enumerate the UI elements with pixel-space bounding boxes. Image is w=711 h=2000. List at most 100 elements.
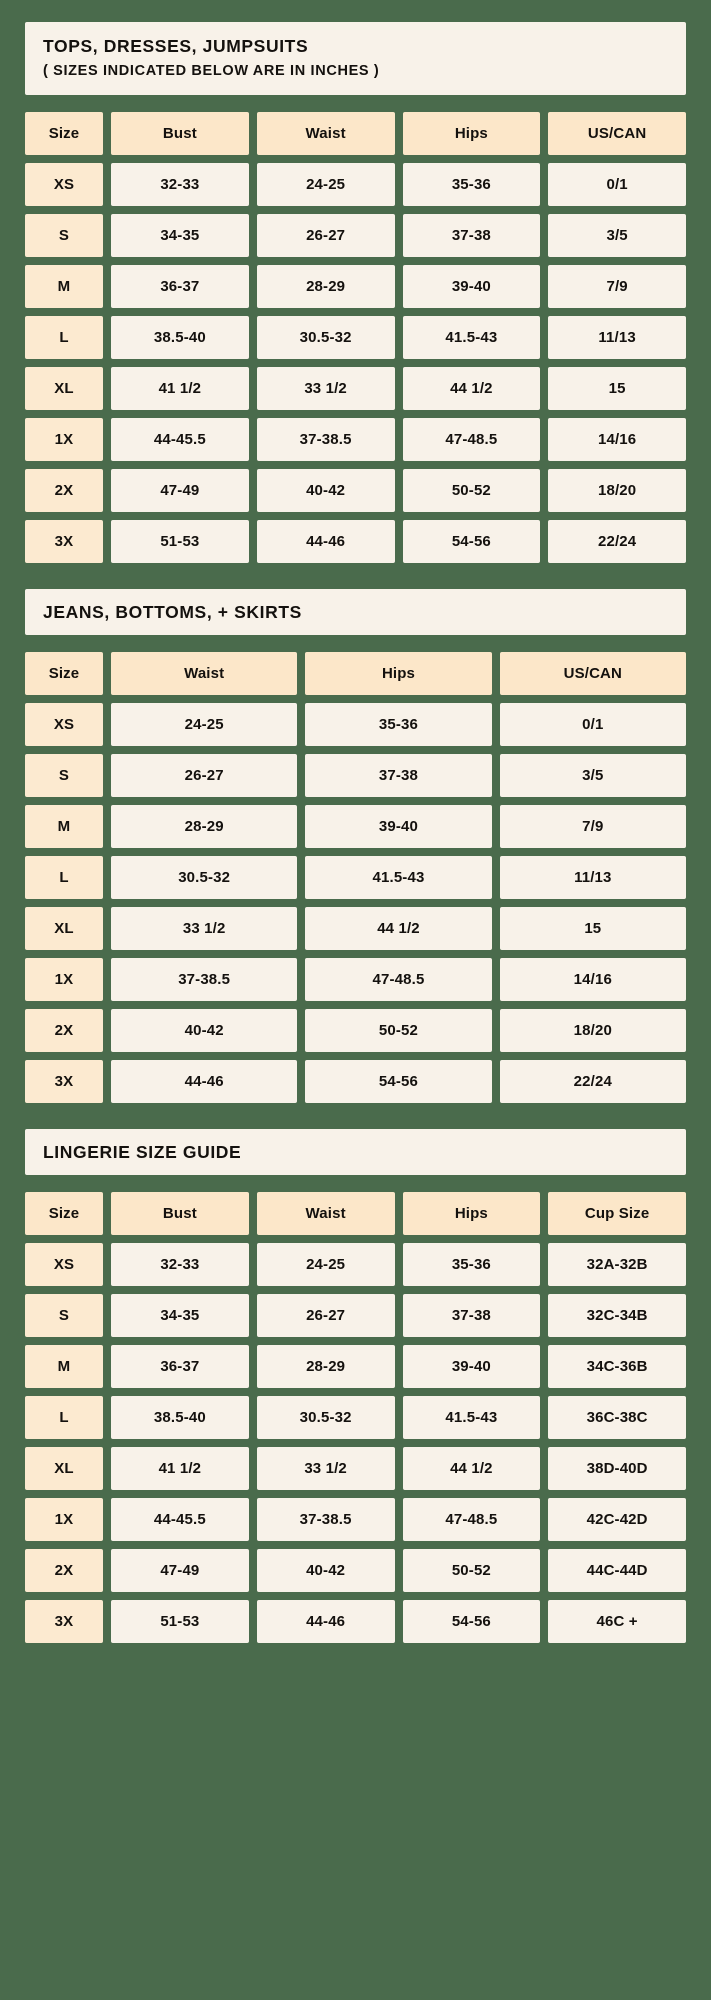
measurement-cell: 40-42 xyxy=(111,1008,298,1052)
column-header: US/CAN xyxy=(548,111,686,155)
column-header: Cup Size xyxy=(548,1192,686,1236)
table-row: 3X 51-53 44-46 54-56 22/24 xyxy=(25,519,686,563)
size-label-cell: L xyxy=(25,315,103,359)
measurement-cell: 39-40 xyxy=(305,804,492,848)
table-header-row: Size Bust Waist Hips US/CAN xyxy=(25,111,686,155)
column-header: Hips xyxy=(305,651,492,695)
table-row: 2X 47-49 40-42 50-52 18/20 xyxy=(25,468,686,512)
measurement-cell: 44-45.5 xyxy=(111,417,249,461)
table-row: L 38.5-40 30.5-32 41.5-43 36C-38C xyxy=(25,1396,686,1440)
measurement-cell: 36-37 xyxy=(111,1345,249,1389)
table-row: 1X 37-38.5 47-48.5 14/16 xyxy=(25,957,686,1001)
measurement-cell: 44-45.5 xyxy=(111,1498,249,1542)
section-title-jeans: JEANS, BOTTOMS, + SKIRTS xyxy=(43,601,302,622)
size-label-cell: 2X xyxy=(25,468,103,512)
measurement-cell: 33 1/2 xyxy=(256,1447,395,1491)
measurement-cell: 22/24 xyxy=(548,519,686,563)
measurement-cell: 24-25 xyxy=(256,162,395,206)
measurement-cell: 32-33 xyxy=(111,1243,249,1287)
measurement-cell: 41 1/2 xyxy=(111,1447,249,1491)
measurement-cell: 24-25 xyxy=(256,1243,395,1287)
measurement-cell: 37-38 xyxy=(402,213,541,257)
size-label-cell: 2X xyxy=(25,1008,103,1052)
measurement-cell: 47-49 xyxy=(111,468,249,512)
size-table-jeans: Size Waist Hips US/CAN XS 24-25 35-36 0/1 S 26-27… xyxy=(25,651,686,1103)
measurement-cell: 28-29 xyxy=(111,804,298,848)
measurement-cell: 0/1 xyxy=(499,702,686,746)
column-header: Bust xyxy=(111,1192,249,1236)
size-label-cell: M xyxy=(25,804,103,848)
measurement-cell: 18/20 xyxy=(499,1008,686,1052)
measurement-cell: 37-38.5 xyxy=(256,1498,395,1542)
section-banner-lingerie: LINGERIE SIZE GUIDE xyxy=(25,1128,686,1176)
measurement-cell: 32C-34B xyxy=(548,1294,686,1338)
measurement-cell: 44 1/2 xyxy=(402,1447,541,1491)
measurement-cell: 30.5-32 xyxy=(256,1396,395,1440)
column-header: Waist xyxy=(256,111,395,155)
table-row: XS 32-33 24-25 35-36 0/1 xyxy=(25,162,686,206)
measurement-cell: 28-29 xyxy=(256,1345,395,1389)
size-label-cell: 3X xyxy=(25,1059,103,1103)
measurement-cell: 11/13 xyxy=(548,315,686,359)
measurement-cell: 41.5-43 xyxy=(305,855,492,899)
measurement-cell: 3/5 xyxy=(499,753,686,797)
measurement-cell: 35-36 xyxy=(402,1243,541,1287)
measurement-cell: 40-42 xyxy=(256,1549,395,1593)
measurement-cell: 38D-40D xyxy=(548,1447,686,1491)
size-label-cell: 1X xyxy=(25,417,103,461)
column-header: Waist xyxy=(111,651,298,695)
measurement-cell: 35-36 xyxy=(402,162,541,206)
table-row: S 34-35 26-27 37-38 32C-34B xyxy=(25,1294,686,1338)
size-table-lingerie: Size Bust Waist Hips Cup Size XS 32-33 24-25 35-… xyxy=(25,1192,686,1644)
measurement-cell: 54-56 xyxy=(305,1059,492,1103)
measurement-cell: 44 1/2 xyxy=(305,906,492,950)
table-row: S 34-35 26-27 37-38 3/5 xyxy=(25,213,686,257)
measurement-cell: 47-48.5 xyxy=(402,1498,541,1542)
measurement-cell: 33 1/2 xyxy=(111,906,298,950)
measurement-cell: 37-38.5 xyxy=(256,417,395,461)
size-label-cell: XL xyxy=(25,1447,103,1491)
size-label-cell: S xyxy=(25,213,103,257)
measurement-cell: 50-52 xyxy=(305,1008,492,1052)
measurement-cell: 44-46 xyxy=(256,519,395,563)
table-row: M 36-37 28-29 39-40 34C-36B xyxy=(25,1345,686,1389)
table-header-row: Size Waist Hips US/CAN xyxy=(25,651,686,695)
size-label-cell: M xyxy=(25,264,103,308)
measurement-cell: 0/1 xyxy=(548,162,686,206)
measurement-cell: 39-40 xyxy=(402,1345,541,1389)
column-header: Size xyxy=(25,111,103,155)
measurement-cell: 15 xyxy=(548,366,686,410)
section-title-lingerie: LINGERIE SIZE GUIDE xyxy=(43,1141,242,1162)
table-row: XL 41 1/2 33 1/2 44 1/2 15 xyxy=(25,366,686,410)
measurement-cell: 14/16 xyxy=(548,417,686,461)
table-row: S 26-27 37-38 3/5 xyxy=(25,753,686,797)
measurement-cell: 47-49 xyxy=(111,1549,249,1593)
size-label-cell: L xyxy=(25,855,103,899)
table-row: 1X 44-45.5 37-38.5 47-48.5 42C-42D xyxy=(25,1498,686,1542)
measurement-cell: 51-53 xyxy=(111,519,249,563)
measurement-cell: 11/13 xyxy=(499,855,686,899)
section-banner-tops: TOPS, DRESSES, JUMPSUITS ( SIZES INDICATE… xyxy=(25,22,686,95)
measurement-cell: 36C-38C xyxy=(548,1396,686,1440)
measurement-cell: 54-56 xyxy=(402,519,541,563)
measurement-cell: 51-53 xyxy=(111,1600,249,1644)
table-row: 2X 47-49 40-42 50-52 44C-44D xyxy=(25,1549,686,1593)
column-header: Size xyxy=(25,1192,103,1236)
table-row: L 38.5-40 30.5-32 41.5-43 11/13 xyxy=(25,315,686,359)
size-label-cell: XS xyxy=(25,162,103,206)
measurement-cell: 32A-32B xyxy=(548,1243,686,1287)
table-row: 2X 40-42 50-52 18/20 xyxy=(25,1008,686,1052)
measurement-cell: 37-38 xyxy=(305,753,492,797)
measurement-cell: 39-40 xyxy=(402,264,541,308)
column-header: US/CAN xyxy=(499,651,686,695)
size-guide-page: TOPS, DRESSES, JUMPSUITS ( SIZES INDICATE… xyxy=(25,22,686,1644)
measurement-cell: 26-27 xyxy=(256,213,395,257)
size-label-cell: 1X xyxy=(25,957,103,1001)
measurement-cell: 40-42 xyxy=(256,468,395,512)
measurement-cell: 22/24 xyxy=(499,1059,686,1103)
section-title-tops: TOPS, DRESSES, JUMPSUITS xyxy=(43,36,309,56)
table-row: XL 33 1/2 44 1/2 15 xyxy=(25,906,686,950)
size-label-cell: XL xyxy=(25,906,103,950)
measurement-cell: 44C-44D xyxy=(548,1549,686,1593)
size-label-cell: XS xyxy=(25,1243,103,1287)
